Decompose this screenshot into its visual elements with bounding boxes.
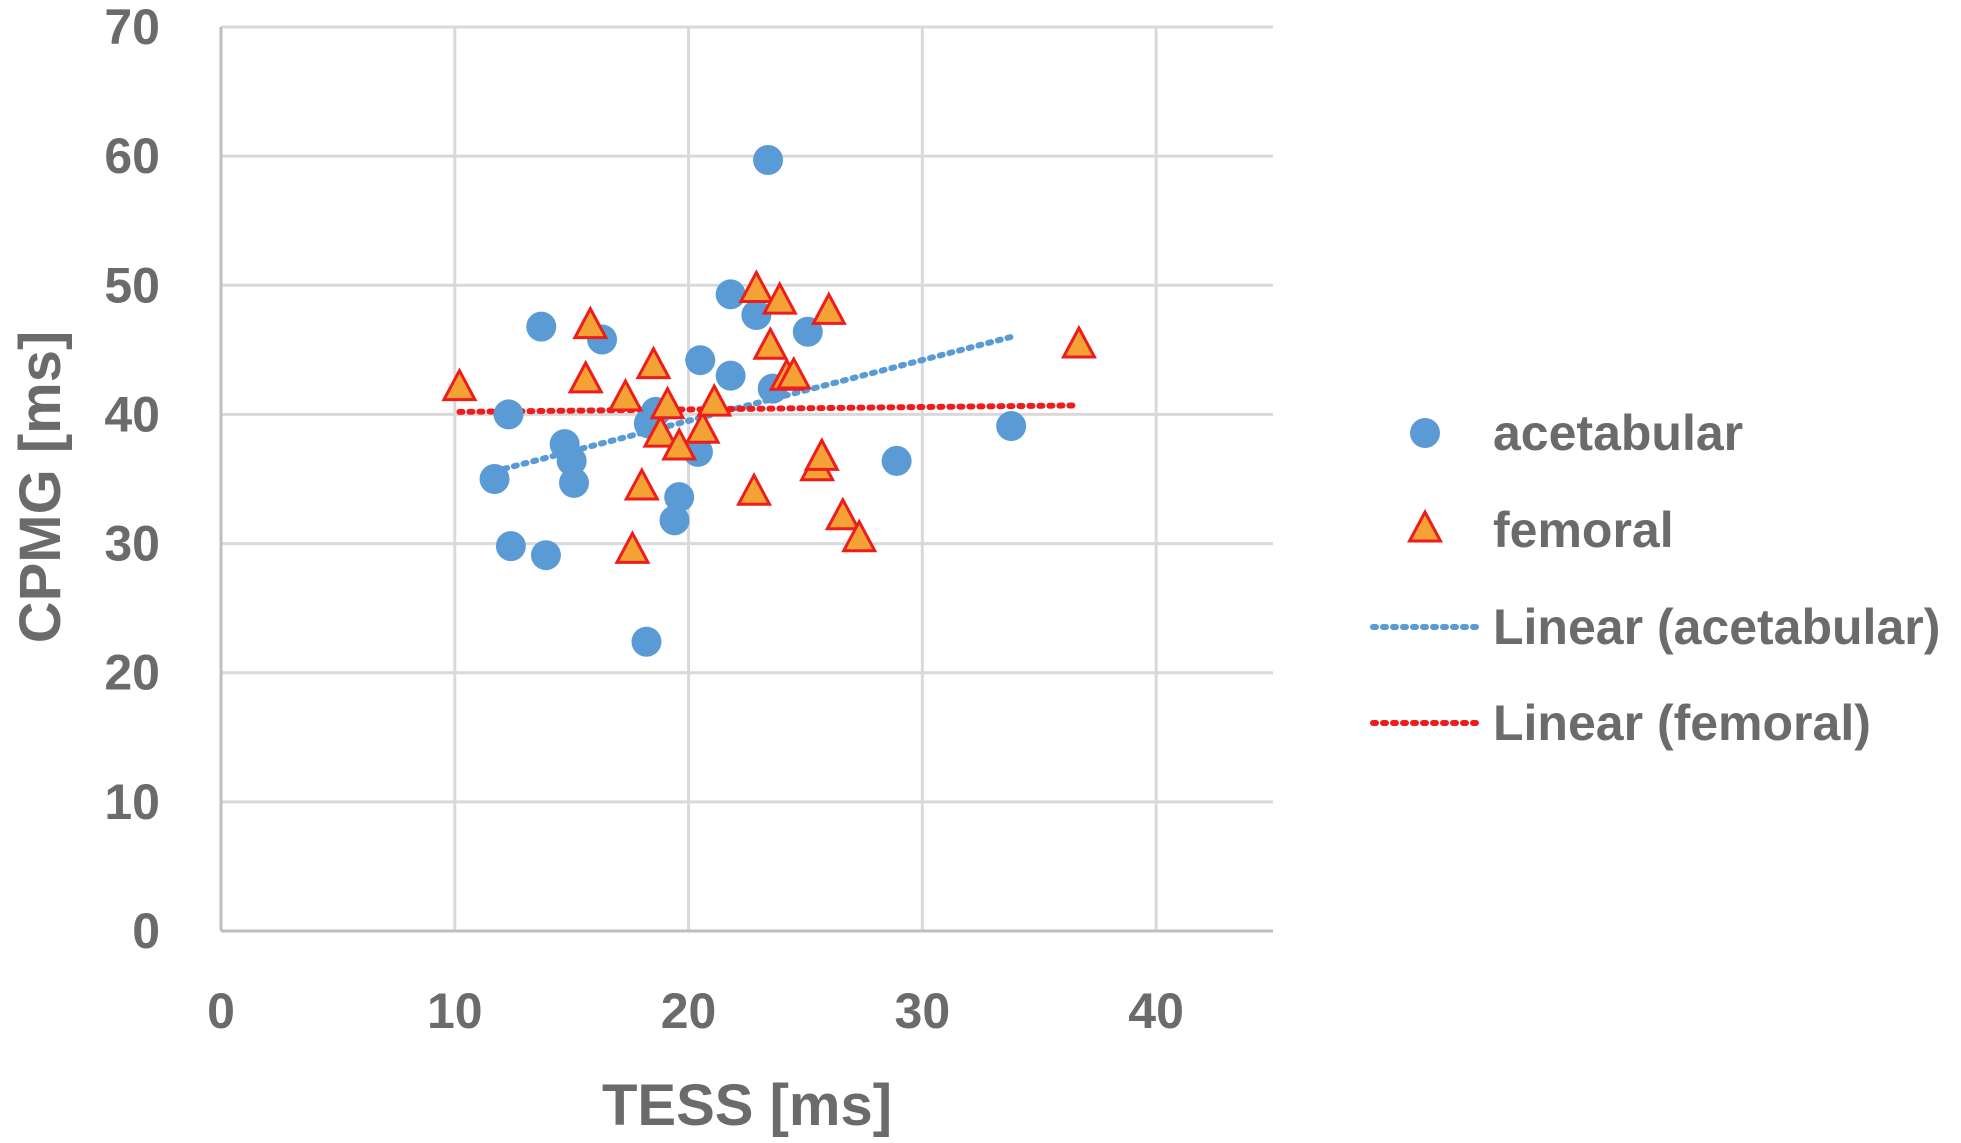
tick-labels: 0 10 20 30 40 50 60 70 0 10 20 30 40 [104,0,1184,1039]
x-tick-label: 20 [661,983,717,1039]
acetabular-point [715,279,746,310]
femoral-point [614,530,651,564]
femoral-point [841,518,878,553]
grid [221,25,1273,931]
legend-marker-circle [1410,418,1440,448]
femoral-point [649,385,686,420]
femoral-point [761,280,798,315]
acetabular-point [530,540,561,571]
acetabular-point [753,145,784,176]
femoral-point [661,426,698,461]
femoral-point [623,466,660,501]
trendline [491,333,1015,475]
acetabular-point [556,445,587,476]
femoral-point [635,345,672,380]
acetabular-point [996,411,1027,442]
y-tick-label: 10 [104,774,160,830]
data-points [441,145,1097,657]
acetabular-point [881,445,912,476]
legend-label: femoral [1493,502,1674,558]
legend-label: acetabular [1493,405,1743,461]
femoral-point [684,410,721,444]
femoral-point [607,377,644,412]
acetabular-point [495,531,526,562]
femoral-point [810,291,847,325]
x-tick-label: 40 [1128,983,1184,1039]
femoral-point [803,437,840,471]
acetabular-point [631,626,662,657]
y-tick-label: 50 [104,257,160,313]
y-tick-label: 20 [104,645,160,701]
y-tick-label: 60 [104,128,160,184]
x-tick-label: 0 [207,983,235,1039]
acetabular-point [685,345,716,376]
acetabular-point [664,482,695,513]
acetabular-point [715,360,746,391]
legend-marker-triangle [1406,508,1444,543]
y-tick-label: 70 [104,0,160,55]
acetabular-point [493,399,524,430]
femoral-point [775,355,812,390]
legend-label: Linear (acetabular) [1493,599,1940,655]
femoral-point [824,496,861,531]
y-tick-label: 40 [104,386,160,442]
acetabular-point [741,299,772,330]
femoral-point [736,472,773,506]
x-tick-label: 10 [427,983,483,1039]
acetabular-point [659,505,690,536]
femoral-point [642,413,679,448]
femoral-point [696,382,733,417]
x-axis-title: TESS [ms] [602,1073,892,1138]
femoral-point [752,326,789,360]
acetabular-point [559,467,590,498]
trendlines [456,333,1082,475]
femoral-point [1060,324,1097,359]
x-tick-label: 30 [895,983,951,1039]
y-tick-label: 0 [132,903,160,959]
y-tick-label: 30 [104,516,160,572]
femoral-point [572,305,609,340]
legend-label: Linear (femoral) [1493,695,1871,751]
acetabular-point [526,311,557,342]
femoral-point [567,359,604,394]
trendline [456,402,1082,415]
femoral-point [738,269,775,303]
y-axis-title: CPMG [ms] [8,331,73,644]
axes [219,27,1273,933]
acetabular-point [479,464,510,494]
legend: acetabular femoral Linear (acetabular) Line… [1370,405,1940,751]
femoral-point [441,367,478,402]
